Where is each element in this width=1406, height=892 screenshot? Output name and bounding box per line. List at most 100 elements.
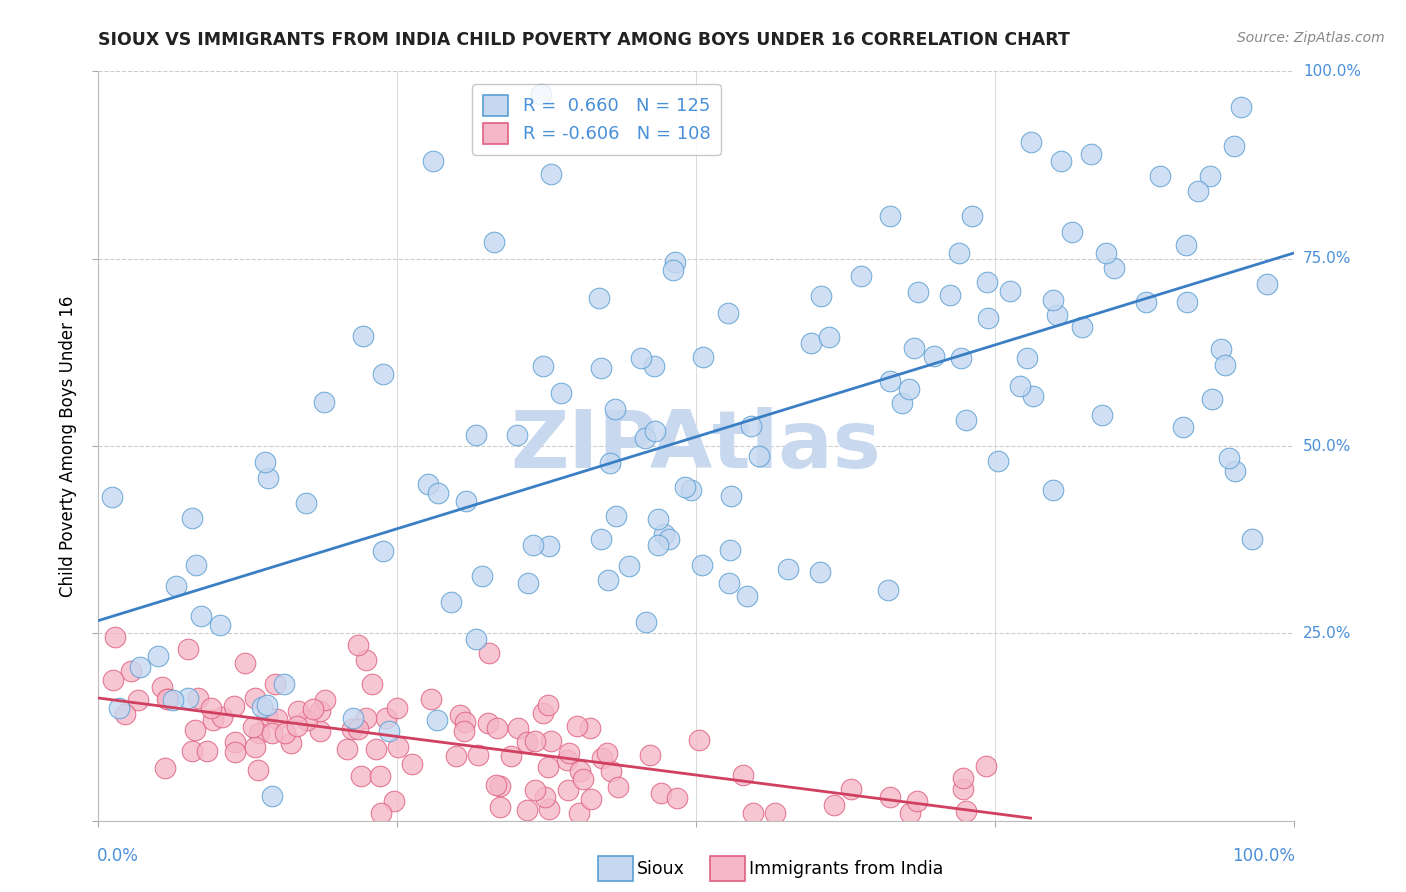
Point <box>897 382 920 396</box>
Text: ZIPAtlas: ZIPAtlas <box>510 407 882 485</box>
Point <box>1008 378 1031 392</box>
Point <box>249 726 271 740</box>
Point <box>471 569 494 583</box>
Text: 0.0%: 0.0% <box>97 847 139 865</box>
Text: 75.0%: 75.0% <box>1303 252 1351 266</box>
Point <box>890 395 912 409</box>
Point <box>640 747 662 762</box>
Point <box>1019 135 1042 149</box>
Point <box>114 706 136 721</box>
Point <box>579 721 602 735</box>
Point <box>1050 154 1073 169</box>
Point <box>568 764 591 779</box>
Point <box>662 262 685 277</box>
Point <box>364 742 387 756</box>
Point <box>127 693 149 707</box>
Point <box>256 709 278 723</box>
Point <box>211 710 233 724</box>
Point <box>688 732 710 747</box>
Point <box>371 368 394 382</box>
Point <box>177 691 200 706</box>
Point <box>273 726 295 740</box>
Point <box>1042 293 1064 308</box>
Y-axis label: Child Poverty Among Boys Under 16: Child Poverty Among Boys Under 16 <box>59 295 77 597</box>
Point <box>718 576 741 591</box>
Point <box>664 254 686 268</box>
Point <box>950 351 973 365</box>
Point <box>1201 392 1223 407</box>
Point <box>1211 342 1233 356</box>
Point <box>312 394 335 409</box>
Point <box>257 471 280 485</box>
Point <box>489 779 512 793</box>
Point <box>679 483 702 497</box>
Point <box>1135 295 1157 310</box>
Point <box>1187 184 1209 198</box>
Point <box>464 427 486 442</box>
Point <box>952 771 974 785</box>
Text: Immigrants from India: Immigrants from India <box>749 860 943 878</box>
Point <box>591 751 613 765</box>
Point <box>903 341 925 355</box>
Point <box>242 720 264 734</box>
Point <box>202 714 225 728</box>
Point <box>776 562 799 576</box>
Point <box>101 673 124 688</box>
Point <box>371 544 394 558</box>
Point <box>568 806 591 821</box>
Point <box>302 702 325 716</box>
Point <box>524 734 547 748</box>
Point <box>208 618 231 632</box>
Point <box>1175 295 1198 310</box>
Point <box>558 746 581 760</box>
Point <box>453 723 475 738</box>
Point <box>952 781 974 796</box>
Point <box>658 532 681 546</box>
Point <box>839 781 862 796</box>
Point <box>478 646 501 660</box>
Text: 100.0%: 100.0% <box>1232 847 1295 865</box>
Point <box>382 794 405 808</box>
Point <box>368 769 391 783</box>
Point <box>531 706 554 720</box>
Point <box>634 432 657 446</box>
Point <box>977 311 1000 326</box>
Point <box>426 713 449 727</box>
Text: Source: ZipAtlas.com: Source: ZipAtlas.com <box>1237 31 1385 45</box>
Point <box>596 573 619 587</box>
Point <box>264 677 287 691</box>
Point <box>644 425 666 439</box>
Text: 25.0%: 25.0% <box>1303 626 1351 640</box>
Point <box>692 350 714 364</box>
Point <box>360 677 382 691</box>
Point <box>720 490 742 504</box>
Text: 50.0%: 50.0% <box>1303 439 1351 453</box>
Point <box>1017 351 1039 365</box>
Point <box>955 413 977 427</box>
Point <box>557 753 579 767</box>
Point <box>557 782 579 797</box>
Point <box>224 746 246 760</box>
Point <box>617 559 640 574</box>
Point <box>347 722 370 736</box>
Point <box>1171 420 1194 434</box>
Point <box>596 747 619 761</box>
Point <box>1241 532 1264 546</box>
Point <box>530 87 553 101</box>
Point <box>190 609 212 624</box>
Point <box>643 359 665 373</box>
Text: 100.0%: 100.0% <box>1303 64 1361 78</box>
Point <box>184 558 207 572</box>
Point <box>922 349 945 363</box>
Point <box>309 704 332 718</box>
Point <box>128 660 150 674</box>
Point <box>377 724 399 739</box>
Point <box>636 615 658 630</box>
Point <box>666 790 689 805</box>
Point <box>808 565 831 579</box>
Point <box>537 539 560 553</box>
Point <box>538 802 561 816</box>
Point <box>181 511 204 525</box>
Point <box>485 721 508 735</box>
Point <box>350 769 373 783</box>
